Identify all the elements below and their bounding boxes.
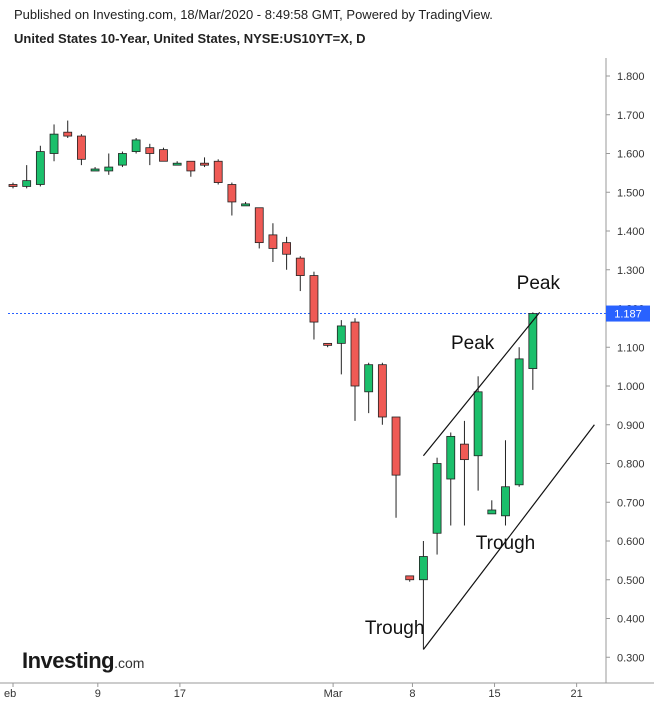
y-tick-label: 1.700 xyxy=(617,110,645,122)
candle-down xyxy=(295,257,305,276)
candle-down xyxy=(213,160,223,183)
x-tick-label: 17 xyxy=(174,688,186,700)
candle-down xyxy=(227,184,237,203)
candle-up xyxy=(22,180,32,187)
x-tick-label: eb xyxy=(4,688,16,700)
candle-up xyxy=(418,556,428,581)
candle-up xyxy=(241,203,250,207)
candle-up xyxy=(501,486,510,517)
candle-up xyxy=(104,166,114,172)
candle-down xyxy=(159,149,168,162)
candle-up xyxy=(446,435,456,480)
candle-down xyxy=(323,342,333,346)
y-tick-label: 0.500 xyxy=(617,575,645,587)
candle-up xyxy=(432,463,442,534)
y-tick-label: 0.700 xyxy=(617,497,645,509)
candle-down xyxy=(254,207,264,244)
y-tick-label: 1.600 xyxy=(617,149,645,161)
candle-down xyxy=(391,416,401,476)
candle-up xyxy=(118,153,127,166)
candle-down xyxy=(77,135,86,160)
y-tick-label: 1.800 xyxy=(617,71,645,83)
chart-title: United States 10-Year, United States, NY… xyxy=(14,31,366,46)
candle-down xyxy=(186,160,196,172)
candle-up xyxy=(336,325,346,344)
annotation-trough: Trough xyxy=(365,618,425,639)
x-tick-label: 9 xyxy=(95,688,101,700)
y-tick-label: 0.400 xyxy=(617,614,645,626)
x-tick-label: 21 xyxy=(570,688,582,700)
candle-up xyxy=(364,364,374,393)
investing-logo: Investing.com xyxy=(22,648,144,674)
current-price-label: 1.187 xyxy=(614,309,642,321)
candle-down xyxy=(145,147,155,154)
candle-up xyxy=(49,133,59,154)
y-tick-label: 0.300 xyxy=(617,652,645,664)
logo-suffix: .com xyxy=(114,655,145,671)
x-tick-label: 15 xyxy=(488,688,500,700)
y-tick-label: 1.300 xyxy=(617,265,645,277)
candle-down xyxy=(460,443,469,461)
candle-up xyxy=(473,391,483,457)
candle-up xyxy=(487,509,497,515)
channel-trend-line xyxy=(422,311,541,457)
candle-down xyxy=(268,234,278,249)
annotation-peak: Peak xyxy=(517,273,561,294)
y-tick-label: 1.400 xyxy=(617,226,645,238)
y-tick-label: 1.500 xyxy=(617,187,645,199)
candle-down xyxy=(200,162,209,166)
candle-down xyxy=(377,364,387,418)
annotation-peak: Peak xyxy=(451,333,495,354)
y-tick-label: 1.000 xyxy=(617,381,645,393)
candle-up xyxy=(35,151,45,185)
candle-down xyxy=(282,242,292,255)
y-tick-label: 1.100 xyxy=(617,342,645,354)
y-tick-label: 0.600 xyxy=(617,536,645,548)
candle-down xyxy=(8,184,18,187)
candle-up xyxy=(131,139,141,152)
y-tick-label: 0.900 xyxy=(617,420,645,432)
published-line: Published on Investing.com, 18/Mar/2020 … xyxy=(14,7,493,22)
candle-up xyxy=(528,313,538,369)
candle-down xyxy=(405,575,415,581)
candle-up xyxy=(172,162,182,166)
current-price-badge xyxy=(606,305,650,322)
x-tick-label: Mar xyxy=(324,688,343,700)
channel-trend-line xyxy=(422,424,595,650)
candle-down xyxy=(63,131,73,137)
candle-down xyxy=(350,321,360,387)
x-tick-label: 8 xyxy=(409,688,415,700)
candle-down xyxy=(309,275,319,323)
annotation-trough: Trough xyxy=(476,533,536,554)
candle-up xyxy=(514,358,524,486)
candle-up xyxy=(90,168,100,172)
y-tick-label: 0.800 xyxy=(617,459,645,471)
logo-brand: Investing xyxy=(22,648,115,673)
